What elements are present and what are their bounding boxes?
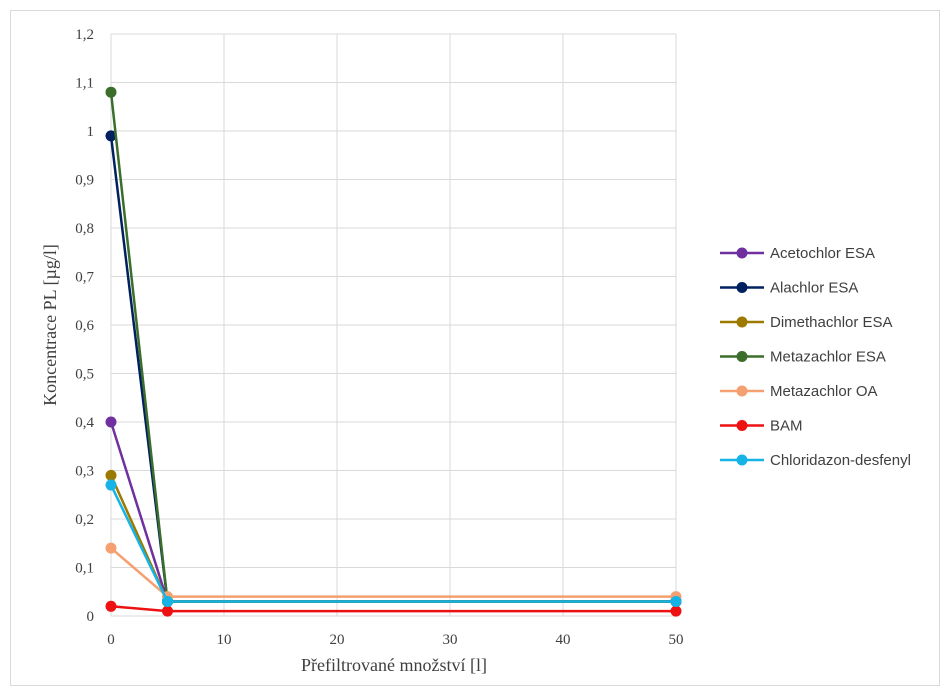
y-tick-label: 0,5	[75, 367, 94, 383]
series-point-chloridazon-desfenyl	[105, 479, 117, 491]
legend-item-metazachlor-esa: Metazachlor ESA	[720, 349, 886, 366]
series-point-bam	[670, 605, 682, 617]
legend-label: Metazachlor ESA	[770, 349, 886, 366]
legend-marker	[736, 247, 748, 259]
y-tick-label: 0,8	[75, 221, 94, 237]
series-point-acetochlor-esa	[105, 416, 117, 428]
x-tick-label: 40	[556, 632, 571, 648]
legend-label: Chloridazon-desfenyl	[770, 452, 911, 469]
series-point-chloridazon-desfenyl	[670, 595, 682, 607]
legend-marker	[736, 420, 748, 431]
legend-marker	[736, 385, 748, 397]
legend-item-acetochlor-esa: Acetochlor ESA	[720, 245, 875, 262]
series-line-metazachlor-esa	[109, 92, 676, 603]
legend-marker	[736, 282, 748, 293]
series-line-acetochlor-esa	[109, 421, 676, 603]
grid-lines	[110, 33, 677, 617]
series-point-metazachlor-esa	[105, 86, 117, 98]
series-point-dimethachlor-esa	[105, 469, 117, 481]
y-tick-label: 1,2	[75, 27, 94, 43]
legend-label: Alachlor ESA	[770, 280, 858, 297]
series-line-chloridazon-desfenyl	[109, 484, 676, 603]
x-tick-label: 20	[330, 632, 345, 648]
y-axis-title: Koncentrace PL [µg/l]	[40, 244, 60, 406]
legend-marker	[736, 351, 748, 362]
series-point-alachlor-esa	[105, 130, 117, 142]
y-tick-label: 1,1	[75, 76, 94, 92]
series-line-alachlor-esa	[109, 135, 676, 603]
y-tick-label: 0,1	[75, 561, 94, 577]
x-tick-label: 0	[107, 632, 115, 648]
series-line-metazachlor-oa	[110, 547, 676, 598]
y-tick-label: 0,3	[75, 464, 94, 480]
series-point-bam	[105, 600, 117, 612]
legend: Acetochlor ESA Alachlor ESA Dimethachlor E…	[720, 245, 911, 469]
series-point-chloridazon-desfenyl	[162, 595, 173, 607]
legend-label: Acetochlor ESA	[770, 245, 875, 262]
y-tick-label: 0	[87, 609, 95, 625]
x-tick-label: 50	[669, 632, 684, 648]
y-tick-label: 0,2	[75, 512, 94, 528]
series-line-bam	[110, 605, 676, 613]
legend-item-metazachlor-oa: Metazachlor OA	[720, 383, 878, 400]
x-tick-label: 10	[217, 632, 232, 648]
legend-item-bam: BAM	[720, 418, 803, 435]
x-axis-ticks: 0 10 20 30 40 50	[107, 632, 683, 648]
x-tick-label: 30	[443, 632, 458, 648]
y-tick-label: 0,6	[75, 318, 94, 334]
series-point-metazachlor-oa	[105, 542, 117, 554]
legend-label: Metazachlor OA	[770, 383, 878, 400]
legend-item-dimethachlor-esa: Dimethachlor ESA	[720, 314, 893, 331]
y-tick-label: 0,9	[75, 173, 94, 189]
legend-item-alachlor-esa: Alachlor ESA	[720, 280, 858, 297]
y-axis-ticks: 0 0,1 0,2 0,3 0,4 0,5 0,6 0,7 0,8 0,9 1 1,1 1,2	[75, 27, 94, 625]
legend-item-chloridazon-desfenyl: Chloridazon-desfenyl	[720, 452, 911, 469]
y-tick-label: 0,7	[75, 270, 94, 286]
legend-marker	[736, 316, 748, 328]
legend-label: Dimethachlor ESA	[770, 314, 893, 331]
series-group	[105, 86, 682, 617]
y-tick-label: 1	[87, 124, 95, 140]
legend-marker	[736, 454, 748, 466]
series-point-bam	[162, 605, 173, 617]
x-axis-title: Přefiltrované množství [l]	[301, 655, 487, 675]
y-tick-label: 0,4	[75, 415, 94, 431]
series-line-dimethachlor-esa	[109, 474, 676, 603]
legend-label: BAM	[770, 418, 803, 435]
